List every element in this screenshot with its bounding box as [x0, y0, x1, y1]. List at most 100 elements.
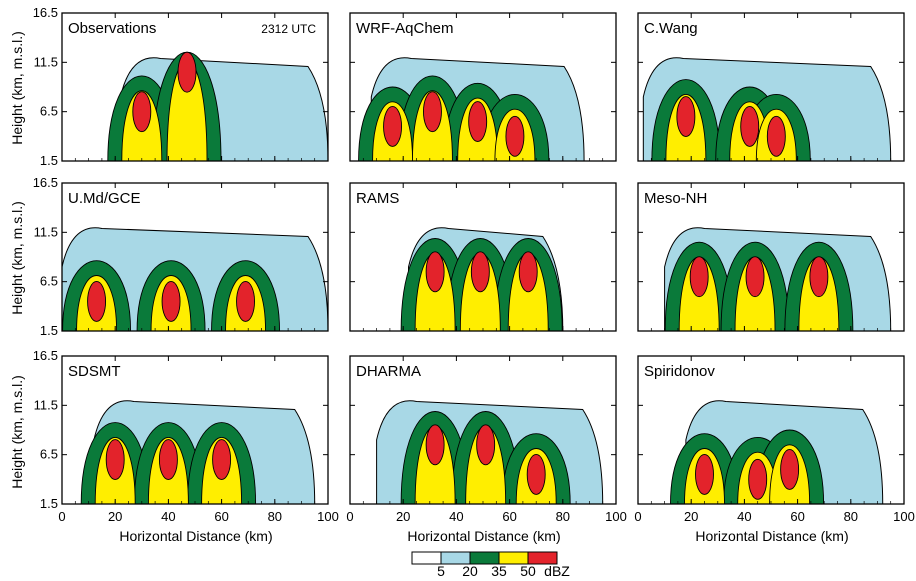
reflectivity-field — [358, 57, 585, 161]
core-50dbz — [425, 251, 445, 293]
x-tick-label: 60 — [502, 509, 516, 524]
core-50dbz — [745, 256, 765, 298]
y-tick-label: 16.5 — [33, 348, 58, 363]
colorbar-unit: dBZ — [544, 563, 570, 579]
colorbar-tick-label: 5 — [437, 563, 445, 579]
colorbar-segment — [527, 551, 558, 565]
x-tick-label: 60 — [214, 509, 228, 524]
reflectivity-field — [670, 400, 884, 504]
reflectivity-field — [664, 227, 892, 331]
panel-observations: 1.5 6.5 11.5 16.5 Observations 2312 UTC — [33, 5, 329, 168]
core-50dbz — [780, 449, 800, 490]
y-tick-label: 1.5 — [40, 153, 58, 168]
panel-dharma: 0 20 40 60 80 100 DHARMA — [346, 355, 627, 524]
core-50dbz — [105, 439, 125, 481]
panel-c-wang: C.Wang — [637, 12, 905, 162]
x-tick-label: 20 — [108, 509, 122, 524]
core-50dbz — [676, 96, 696, 138]
reflectivity-field — [376, 400, 604, 504]
x-tick-label: 100 — [605, 509, 627, 524]
core-50dbz — [695, 453, 714, 495]
y-axis-title-row2: Height (km, m.s.l.) — [9, 201, 25, 315]
core-50dbz — [425, 424, 445, 466]
y-tick-label: 6.5 — [40, 104, 58, 119]
core-50dbz — [476, 424, 496, 466]
y-axis-title-row1: Height (km, m.s.l.) — [9, 31, 25, 145]
x-tick-label: 80 — [556, 509, 570, 524]
panel-sdsmt: 1.5 6.5 11.5 16.5 0 20 40 60 80 100 SDSMT — [33, 348, 339, 524]
y-tick-label: 11.5 — [34, 397, 58, 412]
x-tick-label: 100 — [317, 509, 339, 524]
y-axis-title-row3: Height (km, m.s.l.) — [9, 375, 25, 489]
x-axis-title-col1: Horizontal Distance (km) — [119, 528, 272, 544]
reflectivity-field — [80, 400, 316, 504]
x-tick-label: 80 — [268, 509, 282, 524]
y-tick-label: 11.5 — [34, 224, 58, 239]
core-50dbz — [161, 280, 181, 322]
panel-wrf-aqchem: WRF-AqChem — [349, 12, 617, 162]
panel-spiridonov: 0 20 40 60 80 100 Spiridonov — [634, 355, 915, 524]
colorbar-tick-label: 35 — [491, 563, 507, 579]
panel-label: SDSMT — [68, 363, 121, 380]
x-tick-label: 20 — [684, 509, 698, 524]
core-50dbz — [212, 439, 232, 481]
x-tick-label: 0 — [634, 509, 641, 524]
colorbar-tick-label: 20 — [462, 563, 478, 579]
core-50dbz — [526, 453, 546, 495]
colorbar: 5 20 35 50 — [411, 551, 558, 579]
panel-label: C.Wang — [644, 20, 698, 37]
reflectivity-field — [400, 227, 564, 331]
reflectivity-field — [62, 227, 328, 331]
y-tick-label: 1.5 — [40, 496, 58, 511]
x-tick-label: 40 — [449, 509, 463, 524]
x-tick-label: 100 — [893, 509, 915, 524]
core-50dbz — [505, 115, 525, 157]
core-50dbz — [470, 251, 490, 293]
y-tick-label: 1.5 — [40, 323, 58, 338]
x-tick-label: 0 — [346, 509, 353, 524]
core-50dbz — [236, 280, 255, 322]
x-tick-label: 0 — [58, 509, 65, 524]
core-50dbz — [518, 251, 538, 293]
y-tick-label: 16.5 — [33, 175, 58, 190]
panel-time-label: 2312 UTC — [261, 22, 316, 36]
y-tick-label: 11.5 — [34, 54, 58, 69]
panel-meso-nh: Meso-NH — [637, 182, 905, 332]
panel-label: U.Md/GCE — [68, 190, 141, 207]
y-tick-label: 16.5 — [33, 5, 58, 20]
panel-label: RAMS — [356, 190, 399, 207]
panel-label: WRF-AqChem — [356, 20, 454, 37]
core-50dbz — [177, 51, 197, 93]
x-tick-label: 40 — [737, 509, 751, 524]
core-50dbz — [740, 106, 760, 147]
y-tick-label: 6.5 — [40, 447, 58, 462]
reflectivity-field — [107, 51, 328, 161]
panel-label: Spiridonov — [644, 363, 715, 380]
panel-grid: 1.5 6.5 11.5 16.5 Observations 2312 UTC WRF-Aq… — [33, 5, 915, 524]
panel-label: DHARMA — [356, 363, 421, 380]
core-50dbz — [132, 91, 152, 133]
x-tick-label: 40 — [161, 509, 175, 524]
core-50dbz — [766, 115, 786, 157]
x-axis-title-col2: Horizontal Distance (km) — [407, 528, 560, 544]
x-axis-title-col3: Horizontal Distance (km) — [695, 528, 848, 544]
core-50dbz — [809, 256, 829, 298]
core-50dbz — [383, 106, 403, 147]
panel-label: Observations — [68, 20, 156, 37]
y-tick-label: 6.5 — [40, 274, 58, 289]
panel-u-md-gce: 1.5 6.5 11.5 16.5 U.Md/GCE — [33, 175, 329, 338]
reflectivity-field — [642, 57, 892, 161]
core-50dbz — [87, 280, 107, 322]
core-50dbz — [423, 91, 442, 133]
core-50dbz — [748, 458, 768, 500]
core-50dbz — [158, 439, 178, 481]
x-tick-label: 60 — [790, 509, 804, 524]
colorbar-tick-label: 50 — [520, 563, 536, 579]
core-50dbz — [689, 256, 709, 298]
panel-label: Meso-NH — [644, 190, 707, 207]
x-tick-label: 20 — [396, 509, 410, 524]
core-50dbz — [468, 101, 488, 142]
panel-rams: RAMS — [349, 182, 617, 332]
x-tick-label: 80 — [844, 509, 858, 524]
